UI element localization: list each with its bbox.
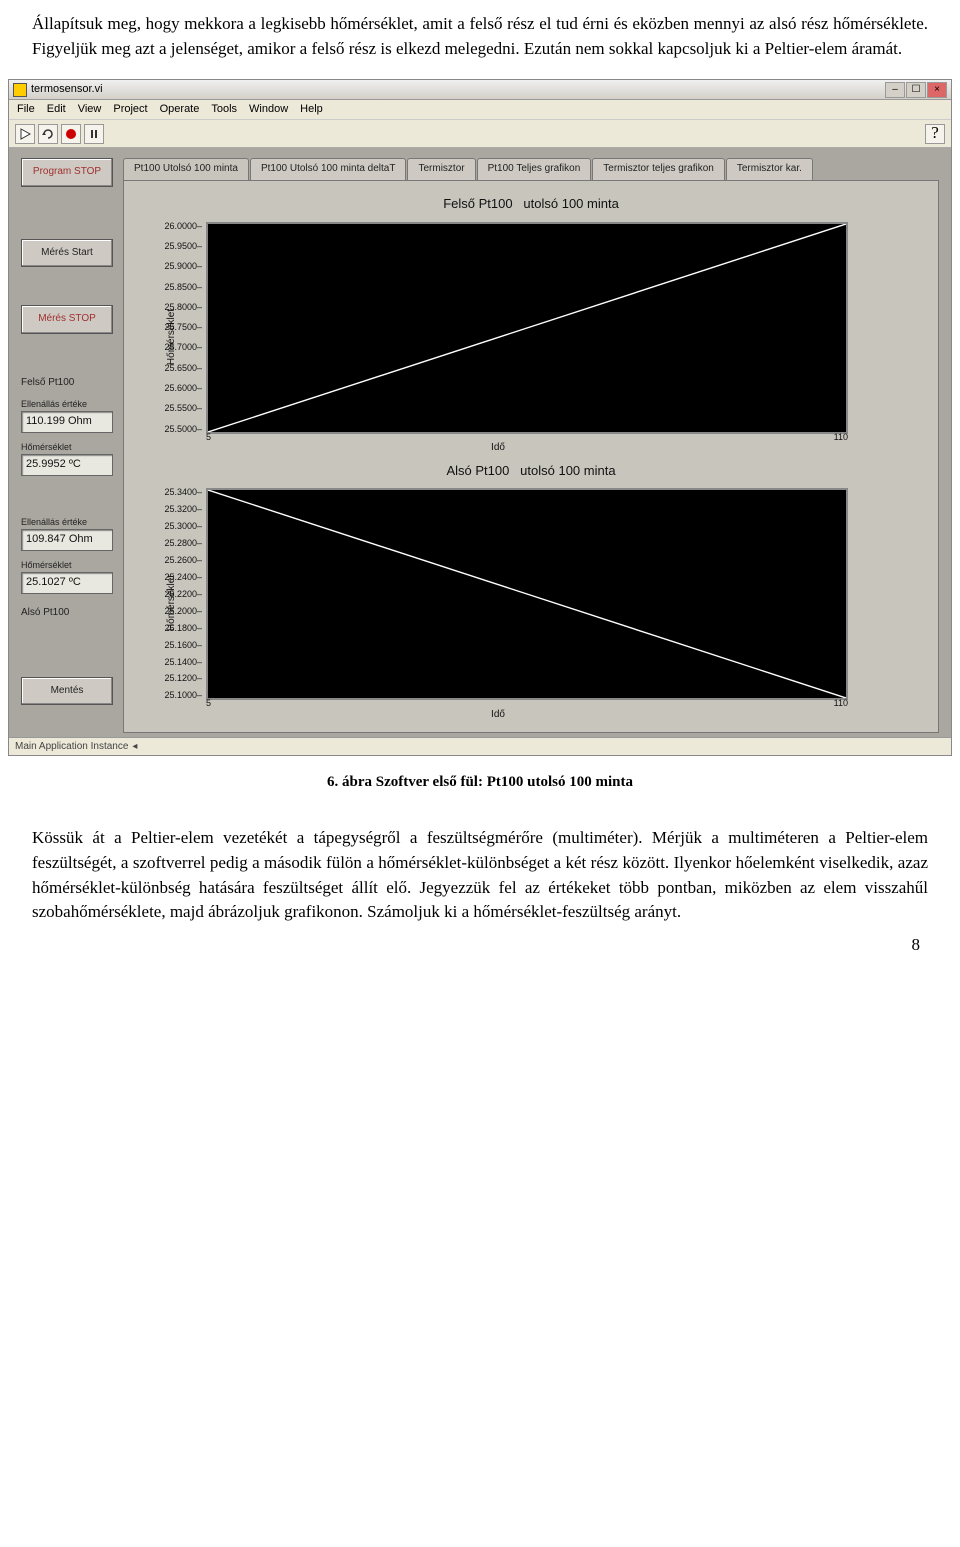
bot-res-value: 109.847 Ohm [21, 529, 113, 551]
minimize-button[interactable]: – [885, 82, 905, 98]
app-body: Program STOP Mérés Start Mérés STOP Fels… [9, 148, 951, 737]
bot-temp-value: 25.1027 ºC [21, 572, 113, 594]
application-window: termosensor.vi – ☐ × File Edit View Proj… [8, 79, 952, 756]
top-temp-label: Hőmérséklet [21, 441, 113, 454]
intro-paragraph: Állapítsuk meg, hogy mekkora a legkisebb… [0, 0, 960, 69]
abort-button[interactable] [61, 124, 81, 144]
close-button[interactable]: × [927, 82, 947, 98]
run-button[interactable] [15, 124, 35, 144]
maximize-button[interactable]: ☐ [906, 82, 926, 98]
window-title: termosensor.vi [31, 82, 103, 98]
top-temp-value: 25.9952 ºC [21, 454, 113, 476]
chart-top-title: Felső Pt100 utolsó 100 minta [134, 189, 928, 222]
tab-pt100-last100[interactable]: Pt100 Utolsó 100 minta [123, 158, 249, 180]
chart-bottom-xlabel: Idő [491, 708, 505, 723]
chart-top-xlabel: Idő [491, 441, 505, 456]
statusbar: Main Application Instance ◂ [9, 737, 951, 755]
meres-stop-button[interactable]: Mérés STOP [21, 305, 113, 334]
help-button[interactable]: ? [925, 124, 945, 144]
page-number: 8 [0, 933, 960, 974]
menubar: File Edit View Project Operate Tools Win… [9, 100, 951, 120]
app-icon [13, 83, 27, 97]
menu-help[interactable]: Help [300, 102, 323, 118]
tab-content: Felső Pt100 utolsó 100 minta Hőmérséklet… [123, 180, 939, 734]
menu-view[interactable]: View [78, 102, 102, 118]
left-panel: Program STOP Mérés Start Mérés STOP Fels… [21, 158, 113, 733]
top-res-label: Ellenállás értéke [21, 398, 113, 411]
continuous-run-button[interactable] [38, 124, 58, 144]
figure-caption: 6. ábra Szoftver első fül: Pt100 utolsó … [0, 772, 960, 794]
menu-window[interactable]: Window [249, 102, 288, 118]
chart-top-yticks: 26.0000–25.9500–25.9000–25.8500–25.8000–… [158, 222, 202, 434]
chart-top-plot[interactable] [206, 222, 848, 434]
bot-res-label: Ellenállás értéke [21, 516, 113, 529]
menu-operate[interactable]: Operate [160, 102, 200, 118]
tab-termisztor[interactable]: Termisztor [407, 158, 475, 180]
chart-top-xticks: 5110 [206, 431, 848, 444]
chart-bottom-yticks: 25.3400–25.3200–25.3000–25.2800–25.2600–… [158, 488, 202, 700]
tab-termisztor-full[interactable]: Termisztor teljes grafikon [592, 158, 725, 180]
chart-bottom-plot[interactable] [206, 488, 848, 700]
toolbar: ? [9, 120, 951, 148]
menu-tools[interactable]: Tools [211, 102, 237, 118]
top-res-value: 110.199 Ohm [21, 411, 113, 433]
menu-project[interactable]: Project [113, 102, 147, 118]
menu-file[interactable]: File [17, 102, 35, 118]
body-paragraph: Kössük át a Peltier-elem vezetékét a táp… [0, 814, 960, 933]
menu-edit[interactable]: Edit [47, 102, 66, 118]
pause-button[interactable] [84, 124, 104, 144]
top-group-label: Felső Pt100 [21, 376, 113, 391]
chart-bottom: Alsó Pt100 utolsó 100 minta Hőmérséklet … [134, 456, 928, 719]
tab-termisztor-kar[interactable]: Termisztor kar. [726, 158, 813, 180]
chart-bottom-title: Alsó Pt100 utolsó 100 minta [134, 456, 928, 489]
titlebar: termosensor.vi – ☐ × [9, 80, 951, 100]
bot-temp-label: Hőmérséklet [21, 559, 113, 572]
mentes-button[interactable]: Mentés [21, 677, 113, 706]
meres-start-button[interactable]: Mérés Start [21, 239, 113, 268]
program-stop-button[interactable]: Program STOP [21, 158, 113, 187]
main-area: Pt100 Utolsó 100 minta Pt100 Utolsó 100 … [123, 158, 939, 733]
chart-bottom-xticks: 5110 [206, 697, 848, 710]
tabs: Pt100 Utolsó 100 minta Pt100 Utolsó 100 … [123, 158, 939, 180]
chart-top: Felső Pt100 utolsó 100 minta Hőmérséklet… [134, 189, 928, 452]
status-text: Main Application Instance [15, 740, 128, 755]
tab-pt100-deltat[interactable]: Pt100 Utolsó 100 minta deltaT [250, 158, 407, 180]
bot-group-label: Alsó Pt100 [21, 606, 113, 621]
tab-pt100-full[interactable]: Pt100 Teljes grafikon [477, 158, 592, 180]
